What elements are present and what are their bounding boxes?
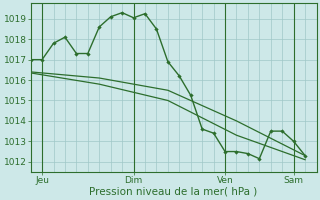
X-axis label: Pression niveau de la mer( hPa ): Pression niveau de la mer( hPa ) bbox=[90, 187, 258, 197]
